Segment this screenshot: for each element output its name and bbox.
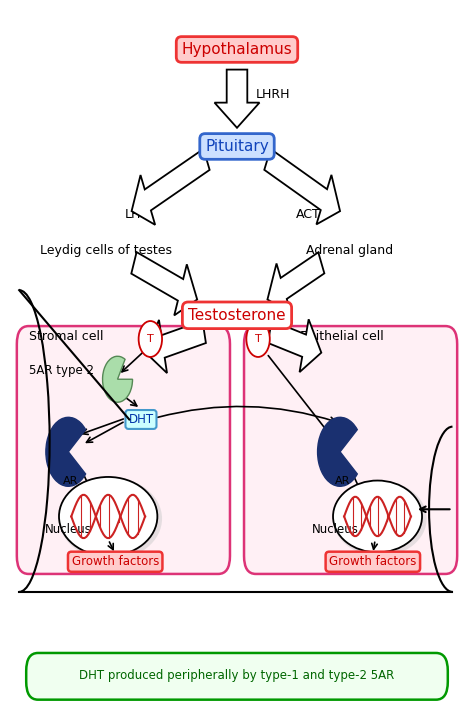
Polygon shape (267, 253, 324, 313)
Polygon shape (131, 252, 197, 316)
Text: Adrenal gland: Adrenal gland (306, 244, 393, 257)
Text: Growth factors: Growth factors (329, 555, 417, 568)
Circle shape (138, 321, 162, 357)
Circle shape (246, 321, 270, 357)
FancyBboxPatch shape (244, 326, 457, 574)
Ellipse shape (59, 477, 157, 556)
Text: Leydig cells of testes: Leydig cells of testes (40, 244, 172, 257)
Text: DHT: DHT (128, 413, 154, 426)
Polygon shape (268, 319, 321, 372)
Text: LHRH: LHRH (256, 88, 290, 101)
Text: DHT produced peripherally by type-1 and type-2 5AR: DHT produced peripherally by type-1 and … (79, 670, 395, 683)
Text: LH: LH (125, 208, 141, 221)
Ellipse shape (333, 481, 422, 552)
Text: Growth factors: Growth factors (72, 555, 159, 568)
Wedge shape (318, 417, 357, 487)
Text: Stromal cell: Stromal cell (28, 329, 103, 342)
Ellipse shape (59, 477, 162, 560)
Text: Pituitary: Pituitary (205, 139, 269, 154)
Text: T: T (255, 334, 262, 344)
Text: Epithelial cell: Epithelial cell (300, 329, 384, 342)
Text: Testosterone: Testosterone (188, 308, 286, 323)
Text: Nucleus: Nucleus (312, 523, 359, 536)
Text: Nucleus: Nucleus (45, 523, 92, 536)
Polygon shape (215, 70, 259, 128)
Text: 5AR type 2: 5AR type 2 (28, 364, 93, 377)
Ellipse shape (333, 481, 427, 556)
Polygon shape (146, 320, 206, 373)
FancyBboxPatch shape (26, 653, 448, 699)
Text: T: T (147, 334, 154, 344)
Polygon shape (264, 149, 340, 224)
Polygon shape (132, 149, 210, 225)
Text: ACTH: ACTH (296, 208, 330, 221)
FancyBboxPatch shape (17, 326, 230, 574)
Wedge shape (46, 417, 86, 487)
Text: AR: AR (335, 476, 350, 486)
Text: Hypothalamus: Hypothalamus (182, 42, 292, 57)
Wedge shape (102, 356, 133, 403)
Text: AR: AR (63, 476, 78, 486)
